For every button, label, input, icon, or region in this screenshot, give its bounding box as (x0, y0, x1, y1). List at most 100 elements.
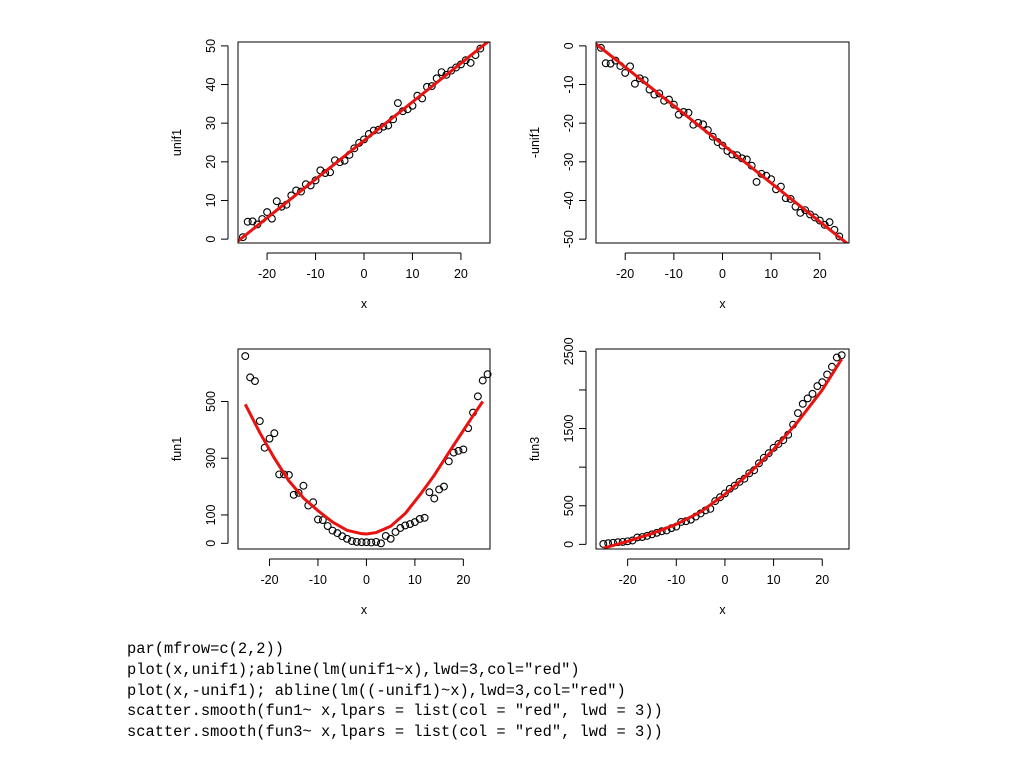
data-point (837, 351, 846, 360)
x-axis-title: x (719, 603, 726, 617)
x-tick-label: 20 (815, 573, 829, 587)
x-tick-label: 20 (456, 573, 470, 587)
data-point (786, 194, 795, 203)
y-tick-label: 0 (204, 540, 218, 547)
data-point (630, 79, 639, 88)
data-point (367, 538, 376, 547)
data-point (289, 490, 298, 499)
code-line: plot(x,-unif1); abline(lm((-unif1)~x),lw… (127, 681, 626, 700)
data-point (299, 481, 308, 490)
regression-line (238, 42, 490, 243)
x-tick-label: 10 (408, 573, 422, 587)
data-point (323, 522, 332, 530)
plot-frame (595, 348, 850, 550)
data-point (277, 202, 286, 211)
x-tick-label: 10 (764, 267, 778, 281)
data-point (764, 449, 773, 458)
data-point (248, 217, 257, 226)
smooth-line (602, 358, 843, 549)
x-tick-label: -10 (306, 267, 324, 281)
data-point (803, 394, 812, 403)
data-point (442, 70, 451, 79)
data-point (730, 481, 739, 490)
y-tick-label: -30 (562, 153, 576, 171)
y-tick-label: 0 (562, 42, 576, 49)
data-point (318, 516, 327, 525)
data-point (808, 389, 817, 398)
y-tick-label: -10 (562, 75, 576, 93)
data-point (621, 68, 630, 77)
y-tick-label: 50 (204, 39, 218, 53)
data-point (357, 538, 366, 547)
data-point (401, 521, 410, 530)
data-point (440, 482, 448, 491)
data-point (655, 89, 664, 98)
code-line: plot(x,unif1);abline(lm(unif1~x),lwd=3,c… (127, 660, 580, 679)
data-point (377, 539, 385, 548)
x-tick-label: -20 (619, 573, 637, 587)
data-point (801, 206, 810, 215)
y-axis-title: fun3 (528, 437, 542, 461)
data-point (265, 434, 274, 443)
x-tick-label: -10 (665, 267, 683, 281)
x-tick-label: 20 (454, 267, 468, 281)
data-point (314, 515, 322, 524)
data-point (243, 217, 252, 226)
data-point (774, 440, 783, 448)
code-line: scatter.smooth(fun1~ x,lpars = list(col … (127, 702, 663, 721)
y-tick-label: -50 (562, 230, 576, 248)
x-tick-label: 20 (813, 267, 827, 281)
y-tick-label: 20 (204, 155, 218, 169)
data-point (362, 538, 371, 547)
chart-panel-1: -20 -10 0 10 20 0 10 20 30 40 50 x unif1 (170, 39, 491, 311)
y-tick-label: 0 (562, 541, 576, 548)
data-point (825, 218, 834, 227)
y-tick-label: 2500 (562, 337, 576, 365)
code-line: scatter.smooth(fun3~ x,lpars = list(col … (127, 723, 663, 742)
data-point (711, 497, 720, 506)
y-tick-label: 0 (204, 236, 218, 243)
y-tick-label: 100 (204, 504, 218, 525)
r-code-block: par(mfrow=c(2,2)) plot(x,unif1);abline(lm… (127, 639, 663, 743)
data-point (708, 132, 717, 141)
plot-frame (237, 41, 491, 244)
chart-panel-3: -20 -10 0 10 20 0 100 300 500 x fun1 (170, 348, 492, 617)
data-point (473, 392, 482, 401)
data-point (328, 526, 337, 535)
data-point (420, 513, 429, 522)
data-point (393, 99, 402, 108)
chart-panel-4: -20 -10 0 10 20 0 500 1500 2500 x fun3 (528, 337, 850, 617)
data-point (832, 353, 841, 362)
regression-line (596, 42, 849, 243)
data-point (759, 453, 768, 462)
data-point (270, 429, 279, 438)
data-point (716, 493, 725, 502)
y-tick-label: 30 (204, 116, 218, 130)
x-tick-label: 10 (406, 267, 420, 281)
x-tick-label: 0 (721, 573, 728, 587)
data-point (241, 352, 250, 361)
x-tick-label: 0 (361, 267, 368, 281)
y-tick-label: -40 (562, 191, 576, 209)
x-axis-title: x (361, 297, 368, 311)
x-tick-label: -20 (258, 267, 276, 281)
data-point (459, 445, 468, 454)
data-point (386, 534, 395, 543)
data-point (297, 187, 305, 196)
data-point (415, 514, 424, 523)
data-point (430, 494, 439, 503)
data-point (343, 534, 351, 543)
x-tick-label: 0 (719, 267, 726, 281)
data-point (347, 537, 356, 546)
data-point (720, 489, 729, 498)
data-point (251, 377, 259, 386)
x-tick-label: -10 (667, 573, 685, 587)
data-point (238, 233, 247, 242)
y-tick-label: 10 (204, 193, 218, 207)
data-point (793, 409, 802, 418)
y-tick-label: 500 (204, 391, 218, 412)
data-point (752, 177, 761, 186)
x-axis-title: x (719, 297, 726, 311)
plot-frame (595, 41, 850, 244)
